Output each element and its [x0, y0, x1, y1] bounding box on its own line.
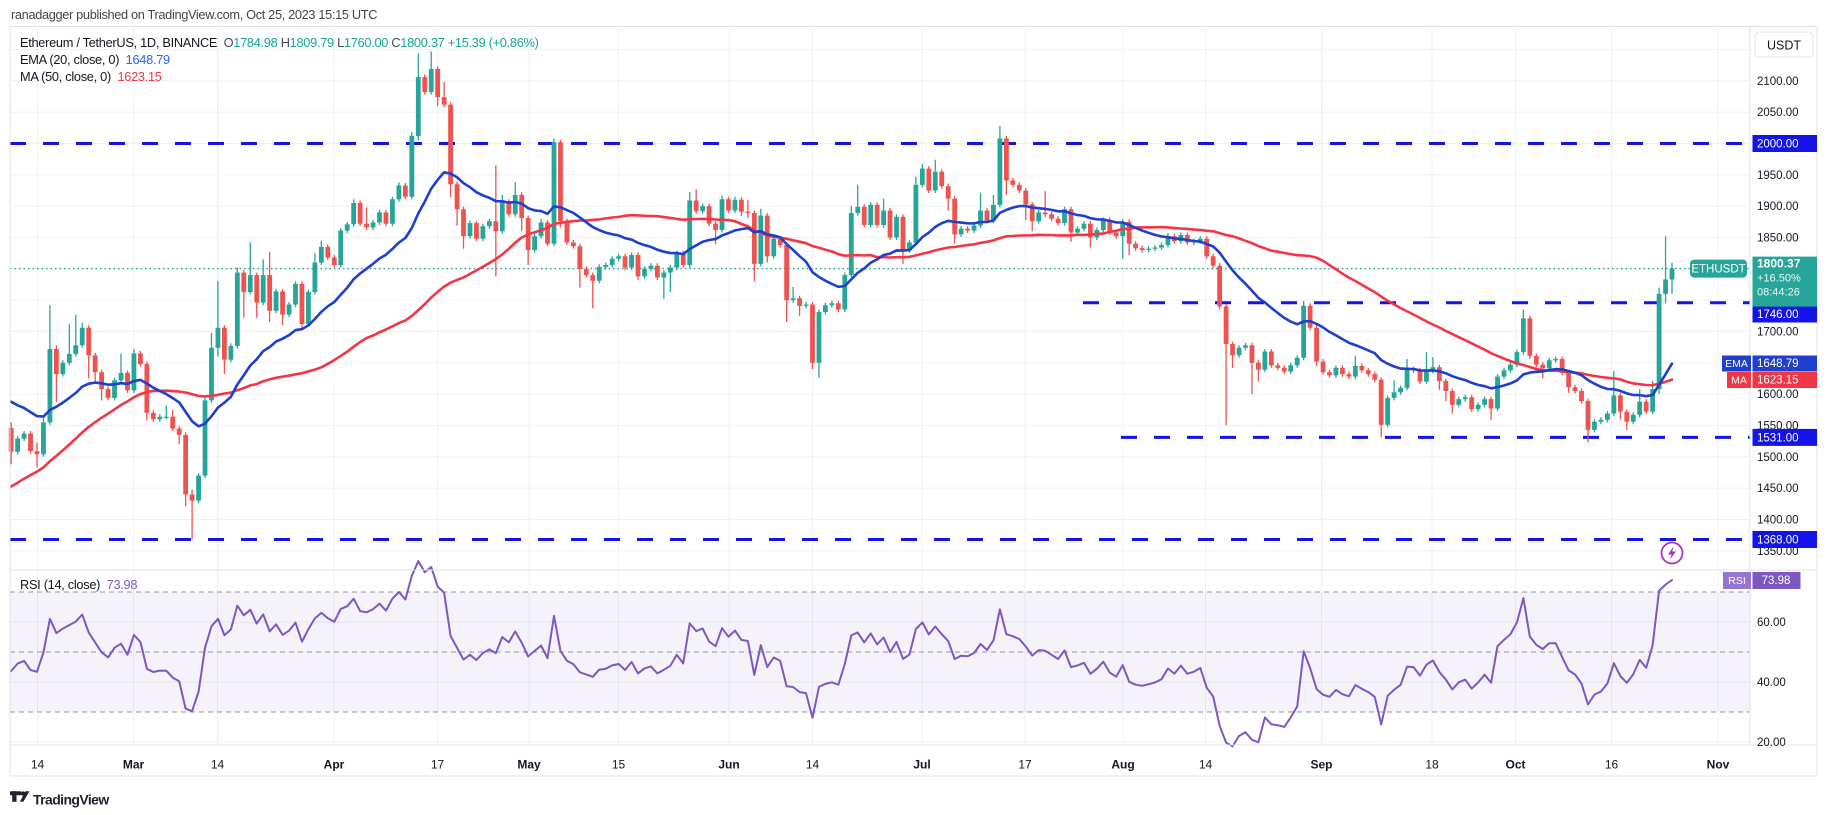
- svg-text:14: 14: [806, 758, 820, 772]
- svg-text:May: May: [517, 758, 541, 772]
- svg-text:Nov: Nov: [1707, 758, 1730, 772]
- svg-text:14: 14: [31, 758, 45, 772]
- svg-text:ETHUSDT: ETHUSDT: [1691, 264, 1745, 276]
- svg-text:2100.00: 2100.00: [1757, 76, 1799, 88]
- svg-text:1648.79: 1648.79: [1757, 358, 1799, 370]
- svg-text:1950.00: 1950.00: [1757, 170, 1799, 182]
- svg-text:1531.00: 1531.00: [1757, 432, 1799, 444]
- svg-text:17: 17: [1018, 758, 1032, 772]
- svg-text:+16.50%: +16.50%: [1757, 273, 1801, 285]
- svg-text:16: 16: [1605, 758, 1619, 772]
- svg-text:1600.00: 1600.00: [1757, 389, 1799, 401]
- svg-text:14: 14: [1199, 758, 1213, 772]
- svg-text:17: 17: [431, 758, 445, 772]
- svg-text:1850.00: 1850.00: [1757, 233, 1799, 245]
- svg-text:20.00: 20.00: [1757, 737, 1786, 749]
- svg-text:Aug: Aug: [1111, 758, 1134, 772]
- svg-text:Sep: Sep: [1310, 758, 1332, 772]
- svg-text:Jun: Jun: [718, 758, 739, 772]
- svg-text:Apr: Apr: [324, 758, 345, 772]
- svg-text:2000.00: 2000.00: [1757, 139, 1799, 151]
- svg-text:1500.00: 1500.00: [1757, 452, 1799, 464]
- svg-text:1350.00: 1350.00: [1757, 546, 1799, 558]
- svg-text:1700.00: 1700.00: [1757, 327, 1799, 339]
- svg-text:60.00: 60.00: [1757, 617, 1786, 629]
- svg-text:1623.15: 1623.15: [1757, 375, 1799, 387]
- svg-text:08:44:26: 08:44:26: [1757, 287, 1800, 299]
- svg-text:73.98: 73.98: [1762, 575, 1791, 587]
- svg-text:EMA: EMA: [1725, 358, 1748, 370]
- svg-text:1900.00: 1900.00: [1757, 201, 1799, 213]
- svg-text:USDT: USDT: [1767, 39, 1801, 53]
- svg-text:14: 14: [211, 758, 225, 772]
- svg-text:TradingView: TradingView: [33, 792, 109, 808]
- svg-text:1800.37: 1800.37: [1757, 257, 1801, 271]
- svg-text:1400.00: 1400.00: [1757, 515, 1799, 527]
- svg-text:15: 15: [612, 758, 626, 772]
- svg-text:1450.00: 1450.00: [1757, 483, 1799, 495]
- svg-text:40.00: 40.00: [1757, 677, 1786, 689]
- svg-text:1368.00: 1368.00: [1757, 535, 1799, 547]
- svg-text:2050.00: 2050.00: [1757, 107, 1799, 119]
- svg-text:1746.00: 1746.00: [1757, 309, 1799, 321]
- svg-text:Jul: Jul: [913, 758, 930, 772]
- svg-text:Mar: Mar: [123, 758, 145, 772]
- svg-text:Oct: Oct: [1505, 758, 1525, 772]
- svg-text:MA: MA: [1731, 375, 1747, 387]
- svg-text:18: 18: [1425, 758, 1439, 772]
- svg-text:RSI: RSI: [1728, 575, 1746, 587]
